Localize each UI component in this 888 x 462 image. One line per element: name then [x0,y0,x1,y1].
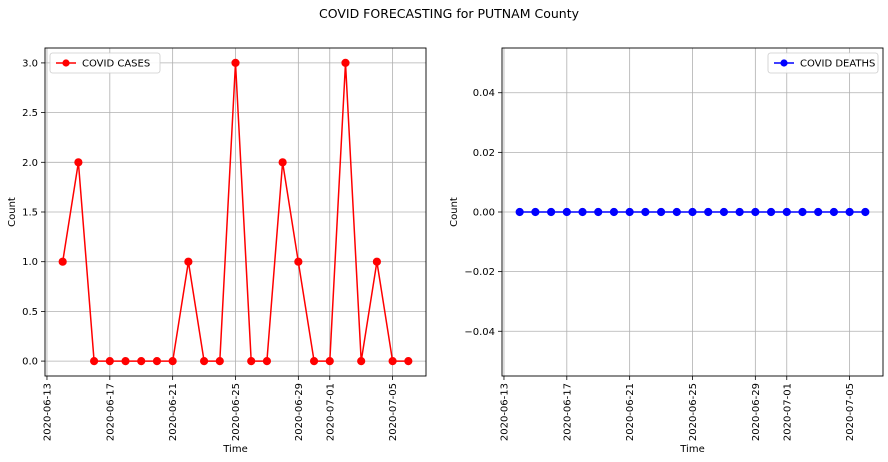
x-axis-label: Time [222,444,247,455]
data-point [89,356,99,366]
x-tick-label: 2020-06-25 [688,383,699,441]
x-axis-label: Time [679,444,704,455]
legend-box [767,52,879,74]
data-point [357,356,366,366]
data-point [641,207,650,217]
y-tick-label: 3.0 [22,58,38,69]
x-tick-label: 2020-06-13 [499,383,510,441]
y-tick-label: 2.5 [22,108,38,119]
y-tick-label: 1.0 [22,257,38,268]
x-tick-label: 2020-07-05 [845,383,856,441]
data-point [845,207,854,217]
data-point [735,207,744,217]
data-point [262,356,272,366]
y-axis-label: Count [449,197,460,227]
data-point [782,207,791,217]
x-tick-label: 2020-06-17 [562,383,573,441]
y-tick-label: −0.02 [464,267,495,278]
data-point [137,356,146,366]
deaths-chart: −0.04 −0.02 0.00 0.02 0.04 2020-06-13 2020-06-… [449,47,884,455]
legend-marker [780,59,788,67]
data-point [766,207,776,217]
y-tick-label: 0.0 [22,357,38,368]
y-tick-label: 0.00 [473,208,495,219]
data-point [184,257,193,266]
data-point [829,207,839,217]
legend-label: COVID DEATHS [800,59,875,70]
y-tick-label: 0.02 [473,148,495,159]
y-tick-label: 0.04 [473,88,495,99]
legend-label: COVID CASES [82,59,150,70]
data-point [562,207,571,217]
legend: COVID CASES [49,52,161,74]
data-point [388,356,397,366]
y-tick-label: 2.0 [22,158,38,169]
data-point [74,158,83,167]
figure-suptitle: COVID FORECASTING for PUTNAM County [319,6,580,21]
cases-chart: 0.0 0.5 1.0 1.5 2.0 2.5 3.0 2020-06-13 2020-06-1… [7,47,427,455]
legend-marker [62,59,70,67]
x-tick-label: 2020-06-21 [168,383,179,441]
data-point [625,207,634,217]
data-point [672,207,681,217]
y-axis-label: Count [7,197,18,227]
data-point [798,207,807,217]
data-point [325,356,334,366]
x-tick-label: 2020-06-17 [105,383,116,441]
data-point [515,207,524,217]
data-point [578,207,587,217]
x-tick-label: 2020-07-01 [325,383,336,441]
data-point [861,207,870,217]
y-tick-label: 1.5 [22,208,38,219]
data-point [278,158,287,167]
data-point [719,207,729,217]
data-point [152,356,162,366]
data-point [546,207,556,217]
data-point [247,356,256,366]
data-point [531,207,540,217]
data-point [594,207,603,217]
x-tick-label: 2020-06-21 [625,383,636,441]
x-tick-label: 2020-06-13 [42,383,53,441]
y-tick-label: 0.5 [22,307,38,318]
data-point [215,356,224,366]
data-point [372,257,382,266]
x-tick-label: 2020-06-25 [231,383,242,441]
data-point [341,58,350,68]
data-point [309,356,319,366]
data-point [404,356,413,366]
y-tick-label: −0.04 [464,327,495,338]
data-point [58,257,67,266]
legend-box [49,52,161,74]
x-tick-label: 2020-06-29 [751,383,762,441]
x-tick-label: 2020-07-05 [388,383,399,441]
x-tick-label: 2020-07-01 [782,383,793,441]
legend: COVID DEATHS [767,52,879,74]
data-point [294,257,303,266]
data-point [751,207,760,217]
data-point [688,207,697,217]
data-point [168,356,177,366]
x-tick-label: 2020-06-29 [294,383,305,441]
data-point [199,356,209,366]
data-point [609,207,619,217]
data-point [121,356,130,366]
data-point [704,207,713,217]
data-point [656,207,666,217]
data-point [814,207,823,217]
data-point [231,58,240,68]
data-point [105,356,114,366]
